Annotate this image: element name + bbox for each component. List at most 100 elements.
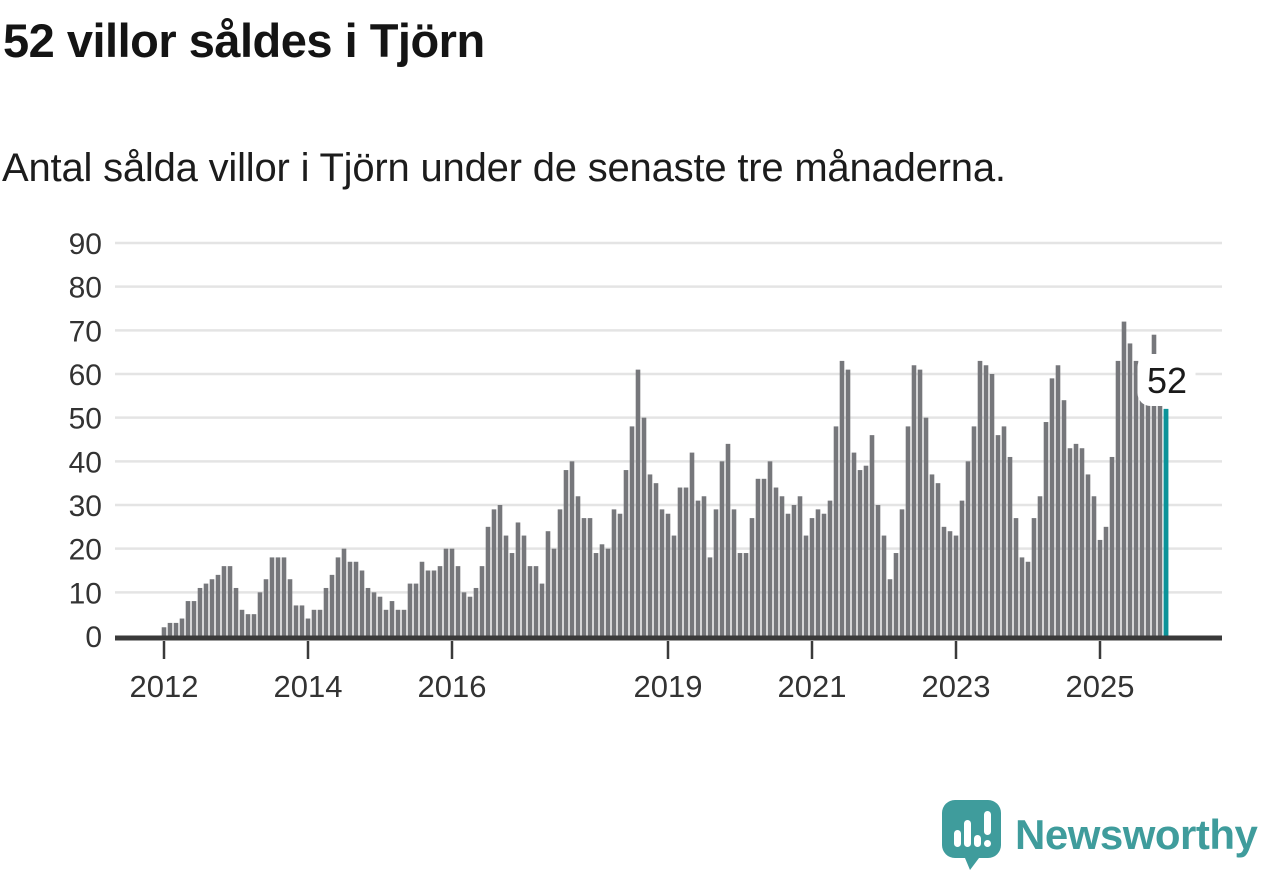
bar xyxy=(515,522,521,636)
y-axis-tick-label: 0 xyxy=(85,621,102,654)
bar xyxy=(413,583,419,636)
bar xyxy=(269,557,275,636)
bar xyxy=(617,513,623,636)
bar xyxy=(1067,448,1073,636)
bar xyxy=(521,535,527,636)
bar xyxy=(989,373,995,636)
highlighted-bar xyxy=(1163,408,1169,636)
bar xyxy=(215,574,221,636)
bar xyxy=(1097,539,1103,636)
bar xyxy=(1073,443,1079,636)
bar xyxy=(425,570,431,636)
bar xyxy=(275,557,281,636)
bar xyxy=(1157,400,1163,636)
bar xyxy=(329,574,335,636)
bar xyxy=(899,509,905,636)
bar xyxy=(1043,422,1049,636)
bar xyxy=(473,587,479,636)
bar xyxy=(647,474,653,636)
bar xyxy=(569,461,575,636)
bar xyxy=(779,496,785,636)
x-axis-tick-label: 2014 xyxy=(274,669,343,704)
bar xyxy=(1133,360,1139,636)
bar xyxy=(221,566,227,636)
bar xyxy=(467,596,473,636)
bar xyxy=(1037,496,1043,636)
bar xyxy=(251,614,257,636)
bar xyxy=(881,535,887,636)
x-axis-tick-label: 2021 xyxy=(778,669,847,704)
bar xyxy=(689,452,695,636)
bar xyxy=(869,435,875,636)
bar xyxy=(323,587,329,636)
newsworthy-logo-text: Newsworthy xyxy=(1015,811,1258,858)
bar xyxy=(365,587,371,636)
bar xyxy=(257,592,263,636)
bar xyxy=(797,496,803,636)
bar xyxy=(1139,382,1145,636)
bar xyxy=(317,609,323,636)
bar xyxy=(755,478,761,636)
bar xyxy=(1013,518,1019,636)
bar xyxy=(1001,426,1007,636)
bar xyxy=(419,561,425,636)
bar xyxy=(713,509,719,636)
bar xyxy=(491,509,497,636)
bar xyxy=(509,553,515,636)
bar xyxy=(971,426,977,636)
bar xyxy=(479,566,485,636)
bar xyxy=(161,627,167,636)
bar xyxy=(173,622,179,636)
y-axis-tick-label: 50 xyxy=(69,403,102,436)
bar xyxy=(977,360,983,636)
bar xyxy=(863,465,869,636)
bar xyxy=(941,526,947,636)
bar xyxy=(1055,365,1061,636)
bar xyxy=(395,609,401,636)
bar xyxy=(293,605,299,636)
bar xyxy=(1049,378,1055,636)
bar xyxy=(887,579,893,636)
bar xyxy=(167,622,173,636)
bar xyxy=(623,470,629,636)
bar xyxy=(281,557,287,636)
bar xyxy=(827,500,833,636)
bar xyxy=(929,474,935,636)
bar xyxy=(233,587,239,636)
bar xyxy=(299,605,305,636)
bar xyxy=(431,570,437,636)
y-axis-tick-label: 90 xyxy=(69,228,102,261)
bar xyxy=(407,583,413,636)
bar xyxy=(893,553,899,636)
bar xyxy=(359,570,365,636)
bar xyxy=(707,557,713,636)
chart-subtitle: Antal sålda villor i Tjörn under de sena… xyxy=(2,146,1006,190)
bar xyxy=(335,557,341,636)
bar xyxy=(719,461,725,636)
bar xyxy=(197,587,203,636)
bar xyxy=(593,553,599,636)
bar xyxy=(527,566,533,636)
bar xyxy=(1127,343,1133,636)
bar xyxy=(587,518,593,636)
bar xyxy=(629,426,635,636)
bar xyxy=(599,544,605,636)
bar xyxy=(875,504,881,636)
bar xyxy=(245,614,251,636)
bar xyxy=(1091,496,1097,636)
bar xyxy=(731,509,737,636)
bar xyxy=(785,513,791,636)
bar xyxy=(575,496,581,636)
bar xyxy=(641,417,647,636)
bar xyxy=(209,579,215,636)
bar xyxy=(203,583,209,636)
bar xyxy=(503,535,509,636)
bar xyxy=(953,535,959,636)
bar xyxy=(635,369,641,636)
newsworthy-logo[interactable]: Newsworthy xyxy=(942,800,1258,870)
bar xyxy=(1085,474,1091,636)
bar xyxy=(389,601,395,636)
bar xyxy=(533,566,539,636)
bar xyxy=(1031,518,1037,636)
